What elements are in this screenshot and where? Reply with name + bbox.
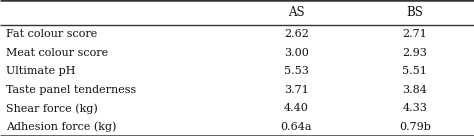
- Text: 2.93: 2.93: [402, 48, 427, 58]
- Text: Adhesion force (kg): Adhesion force (kg): [6, 121, 116, 132]
- Text: Meat colour score: Meat colour score: [6, 48, 108, 58]
- Text: 0.79b: 0.79b: [399, 122, 431, 132]
- Text: 5.53: 5.53: [284, 66, 309, 76]
- Text: 2.71: 2.71: [402, 29, 427, 39]
- Text: 0.64a: 0.64a: [281, 122, 312, 132]
- Text: 4.33: 4.33: [402, 103, 427, 113]
- Text: 4.40: 4.40: [284, 103, 309, 113]
- Text: AS: AS: [288, 6, 305, 19]
- Text: 5.51: 5.51: [402, 66, 427, 76]
- Text: 3.84: 3.84: [402, 85, 427, 95]
- Text: Taste panel tenderness: Taste panel tenderness: [6, 85, 136, 95]
- Text: 3.71: 3.71: [284, 85, 309, 95]
- Text: 3.00: 3.00: [284, 48, 309, 58]
- Text: BS: BS: [406, 6, 423, 19]
- Text: Ultimate pH: Ultimate pH: [6, 66, 75, 76]
- Text: Fat colour score: Fat colour score: [6, 29, 97, 39]
- Text: 2.62: 2.62: [284, 29, 309, 39]
- Text: Shear force (kg): Shear force (kg): [6, 103, 98, 114]
